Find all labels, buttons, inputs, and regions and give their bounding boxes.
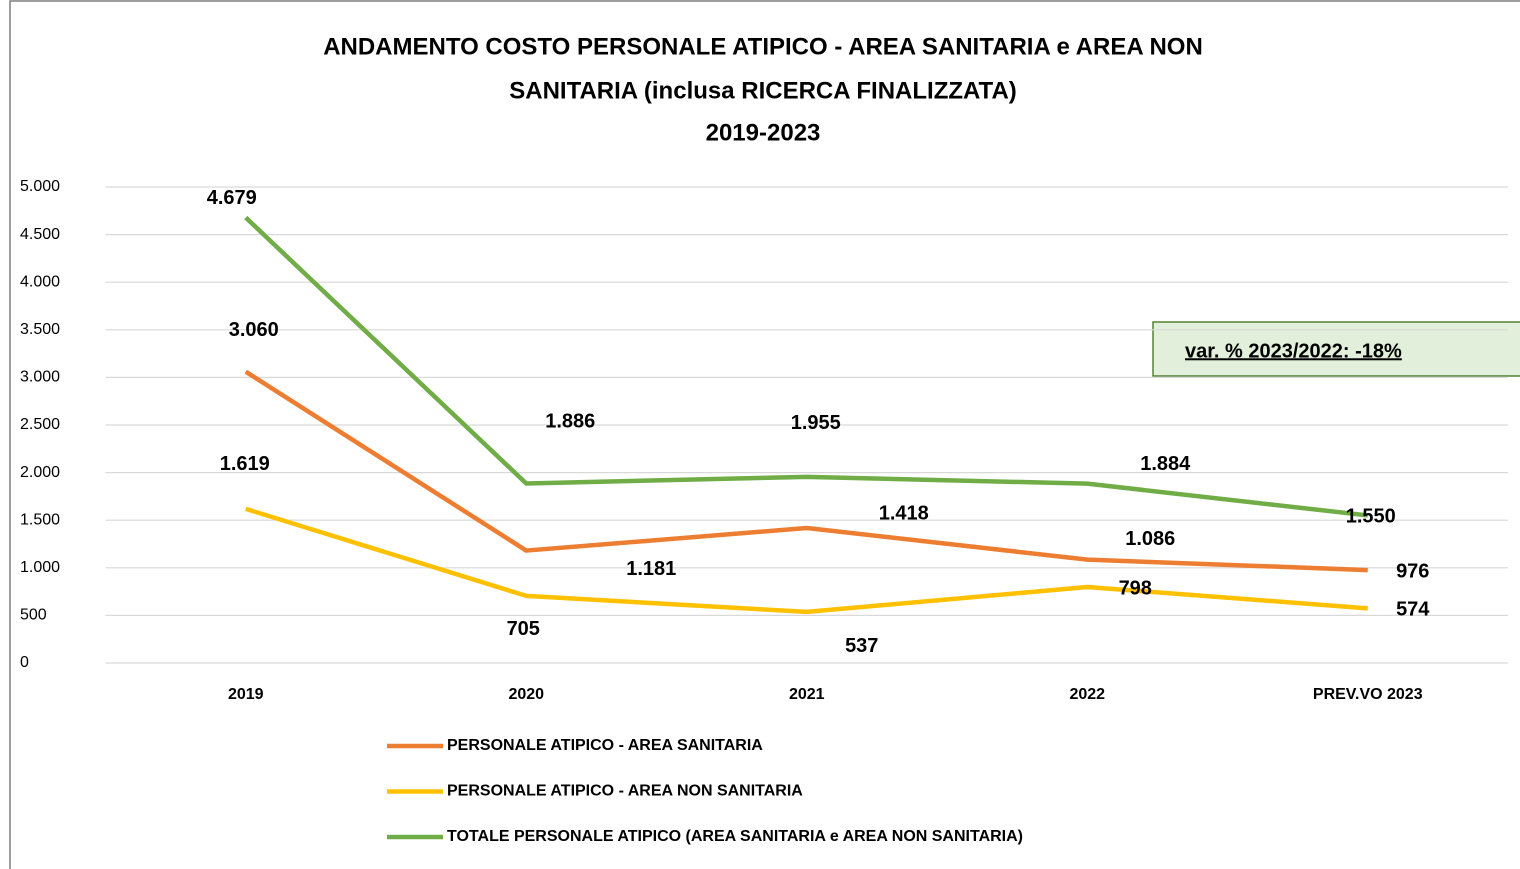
data-label: 705: [507, 618, 540, 640]
data-label: 976: [1396, 560, 1429, 582]
legend-label: PERSONALE ATIPICO - AREA SANITARIA: [447, 737, 763, 754]
y-tick-label: 4.000: [20, 273, 60, 290]
x-tick-label: 2019: [228, 686, 264, 703]
y-tick-label: 3.000: [20, 369, 60, 386]
data-label: 1.181: [626, 558, 676, 580]
chart-title: SANITARIA (inclusa RICERCA FINALIZZATA): [509, 77, 1017, 104]
x-tick-label: PREV.VO 2023: [1313, 686, 1423, 703]
x-tick-label: 2020: [508, 686, 544, 703]
x-tick-label: 2022: [1069, 686, 1105, 703]
data-label: 1.550: [1346, 506, 1396, 528]
series-line: [244, 215, 1369, 518]
annotation-box: [1152, 321, 1520, 377]
chart-frame: [9, 0, 1520, 869]
data-label: 798: [1119, 577, 1152, 599]
data-label: 574: [1396, 599, 1430, 621]
data-label: 1.886: [545, 411, 595, 433]
y-tick-label: 3.500: [20, 321, 60, 338]
data-label: 1.418: [879, 502, 929, 524]
series-line: [244, 369, 1368, 573]
annotation: var. % 2023/2022: -18%: [1185, 340, 1402, 362]
y-tick-label: 4.500: [20, 226, 60, 243]
legend-label: PERSONALE ATIPICO - AREA NON SANITARIA: [447, 783, 803, 800]
data-label: 4.679: [207, 187, 257, 209]
y-tick-label: 500: [20, 607, 47, 624]
y-tick-label: 0: [20, 654, 29, 671]
data-label: 3.060: [229, 319, 279, 341]
y-tick-label: 2.500: [20, 416, 60, 433]
chart-title: 2019-2023: [706, 119, 821, 146]
data-label: 1.619: [220, 453, 270, 475]
chart-title: ANDAMENTO COSTO PERSONALE ATIPICO - AREA…: [323, 33, 1203, 60]
x-tick-label: 2021: [789, 686, 825, 703]
y-tick-label: 2.000: [20, 464, 60, 481]
data-label: 1.086: [1125, 528, 1175, 550]
series-line: [245, 506, 1368, 615]
y-tick-label: 1.000: [20, 559, 60, 576]
data-label: 537: [845, 635, 878, 657]
legend-label: TOTALE PERSONALE ATIPICO (AREA SANITARIA…: [447, 828, 1023, 845]
y-tick-label: 1.500: [20, 511, 60, 528]
data-label: 1.955: [791, 412, 841, 434]
y-tick-label: 5.000: [20, 178, 60, 195]
data-label: 1.884: [1140, 453, 1191, 475]
